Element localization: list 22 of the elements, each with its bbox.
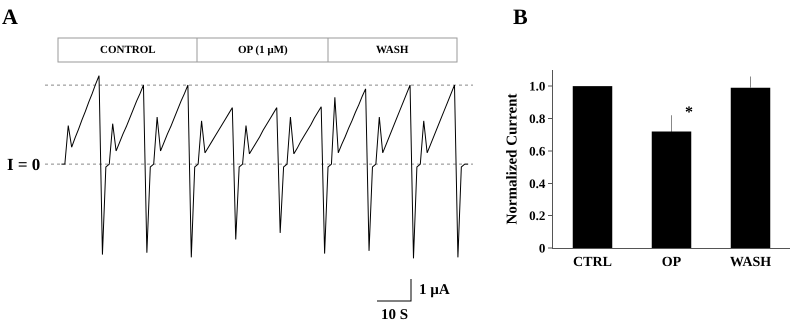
text: WASH <box>376 44 409 56</box>
y-tick-label: 1.0 <box>529 78 546 94</box>
chart-title: A <box>2 4 18 29</box>
bar <box>652 131 692 248</box>
x-tick-label: CTRL <box>573 254 612 270</box>
annotation: * <box>685 104 693 121</box>
text: 1 µA <box>419 282 450 298</box>
y-tick-label: 0.4 <box>529 176 546 191</box>
ref-line-label: I = 0 <box>7 155 40 174</box>
chart-title: B <box>513 4 528 29</box>
y-tick-label: 0 <box>538 240 546 256</box>
y-tick-label: 0.6 <box>529 143 546 158</box>
bar <box>730 88 770 248</box>
bar <box>572 86 612 248</box>
x-tick-label: OP <box>662 254 682 270</box>
y-tick-label: 0.8 <box>529 111 546 126</box>
y-axis-title: Normalized Current <box>504 94 520 224</box>
text: 10 S <box>381 307 408 323</box>
x-tick-label: WASH <box>730 254 772 270</box>
text: OP (1 µM) <box>238 44 288 56</box>
text: CONTROL <box>100 44 156 56</box>
y-tick-label: 0.2 <box>529 208 546 224</box>
